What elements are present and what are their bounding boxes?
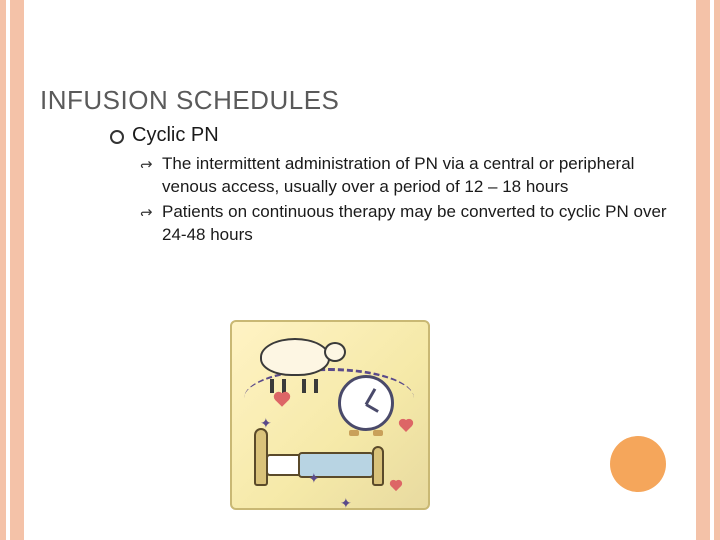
bullet-level1: Cyclic PN The intermittent administratio… [110, 124, 680, 247]
decor-stripe-left-outer [0, 0, 6, 540]
decor-stripe-left-inner [10, 0, 24, 540]
level2-bullet: The intermittent administration of PN vi… [140, 153, 680, 199]
level2-bullet: Patients on continuous therapy may be co… [140, 201, 680, 247]
decor-stripe-right-inner [696, 0, 710, 540]
level1-heading: Cyclic PN [110, 124, 680, 147]
clipart-sheep-bed-clock: ✦ ✦ ✦ [230, 320, 430, 510]
slide-content: INFUSION SCHEDULES Cyclic PN The intermi… [40, 85, 680, 249]
bed-icon [254, 428, 384, 498]
bullet-level2-list: The intermittent administration of PN vi… [140, 153, 680, 247]
clock-icon [338, 375, 394, 431]
accent-circle-icon [610, 436, 666, 492]
decor-stripe-right-outer [714, 0, 720, 540]
star-icon: ✦ [340, 495, 352, 512]
sheep-icon [250, 330, 340, 385]
star-icon: ✦ [308, 470, 320, 487]
slide-title: INFUSION SCHEDULES [40, 85, 680, 116]
star-icon: ✦ [260, 415, 272, 432]
